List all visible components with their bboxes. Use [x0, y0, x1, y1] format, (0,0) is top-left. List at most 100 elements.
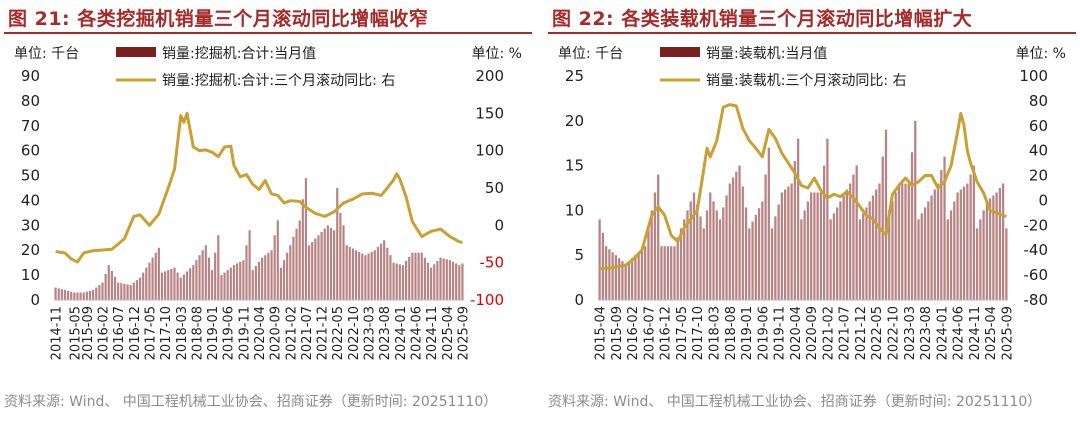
volume-bar — [239, 261, 242, 300]
volume-bar — [314, 238, 317, 300]
volume-bar — [998, 188, 1002, 300]
volume-bar — [940, 170, 943, 300]
x-tick-label: 2021-12 — [316, 306, 331, 360]
volume-bar — [398, 264, 401, 300]
y-right-tick-label: -20 — [1024, 216, 1049, 234]
volume-bar — [897, 183, 901, 300]
unit-right-label: 单位: % — [472, 46, 522, 62]
x-tick-label: 2020-09 — [269, 306, 284, 360]
volume-bar — [871, 195, 875, 300]
volume-bar — [868, 201, 871, 300]
volume-bar — [373, 250, 376, 300]
x-tick-label: 2019-11 — [773, 306, 788, 360]
volume-bar — [598, 219, 601, 300]
volume-bar — [881, 156, 884, 300]
volume-bar — [696, 204, 699, 300]
volume-bar — [618, 258, 621, 300]
volume-bar — [748, 228, 751, 300]
volume-bar — [644, 246, 647, 300]
volume-bar — [73, 292, 76, 300]
volume-bar — [839, 201, 842, 300]
x-tick-label: 2022-05 — [870, 306, 885, 360]
volume-bar — [992, 195, 995, 300]
y-left-tick-label: 10 — [21, 266, 40, 284]
volume-bar — [692, 192, 696, 300]
volume-bar — [279, 267, 283, 300]
volume-bar — [816, 192, 819, 300]
volume-bar — [101, 282, 104, 300]
volume-bar — [894, 192, 897, 300]
volume-bar — [806, 201, 810, 300]
figure-22-source: 资料来源: Wind、 中国工程机械工业协会、招商证券（更新时间: 202511… — [548, 394, 1042, 410]
x-tick-label: 2020-09 — [805, 306, 820, 360]
volume-bar — [640, 249, 644, 300]
volume-bar — [923, 207, 927, 300]
y-right-tick-label: 0 — [1038, 191, 1048, 209]
volume-bar — [301, 199, 304, 300]
volume-bar — [426, 262, 430, 300]
volume-bar — [220, 275, 223, 300]
volume-bar — [148, 262, 151, 300]
volume-bar — [735, 171, 738, 300]
x-tick-label: 2020-04 — [789, 306, 804, 360]
volume-bar — [214, 252, 217, 300]
figure-22-title-rule — [548, 32, 1076, 34]
volume-bar — [257, 261, 261, 300]
volume-bar — [709, 192, 712, 300]
x-tick-label: 2015-09 — [610, 306, 625, 360]
y-left-tick-label: 90 — [21, 67, 40, 85]
volume-bar — [962, 186, 966, 300]
y-right-tick-label: 100 — [1019, 67, 1048, 85]
volume-bar — [461, 263, 464, 300]
volume-bar — [57, 288, 60, 300]
volume-bar — [195, 260, 198, 300]
volume-bar — [933, 189, 936, 300]
y-left-tick-label: 40 — [21, 191, 40, 209]
volume-bar — [138, 277, 142, 300]
x-tick-label: 2023-03 — [903, 306, 918, 360]
y-left-tick-label: 25 — [565, 67, 584, 85]
volume-bar — [173, 267, 176, 300]
x-tick-label: 2019-06 — [756, 306, 771, 360]
yoy-line — [599, 103, 1007, 271]
x-tick-label: 2023-03 — [363, 306, 378, 360]
volume-bar — [767, 147, 770, 300]
x-tick-label: 2019-01 — [740, 306, 755, 360]
volume-bar — [157, 247, 160, 300]
volume-bar — [414, 252, 417, 300]
volume-bar — [251, 270, 254, 300]
volume-bar — [442, 258, 445, 300]
volume-bar — [226, 270, 229, 300]
x-tick-label: 2017-05 — [143, 306, 158, 360]
volume-bar — [286, 252, 289, 300]
volume-bar — [54, 287, 57, 300]
volume-bar — [819, 192, 823, 300]
volume-bar — [901, 183, 904, 300]
volume-bar — [813, 192, 816, 300]
volume-bar — [891, 201, 894, 300]
x-tick-label: 2016-02 — [97, 306, 112, 360]
volume-bar — [98, 285, 101, 300]
y-right-tick-label: 0 — [494, 216, 504, 234]
volume-bar — [975, 228, 979, 300]
volume-bar — [718, 219, 722, 300]
legend-bar-swatch — [660, 47, 700, 57]
y-right-tick-label: -50 — [480, 254, 505, 272]
volume-bar — [764, 174, 767, 300]
volume-bar — [741, 186, 744, 300]
volume-bar — [189, 268, 192, 300]
x-tick-label: 2021-07 — [838, 306, 853, 360]
x-tick-label: 2024-06 — [952, 306, 967, 360]
volume-bar — [135, 280, 139, 300]
volume-bar — [273, 235, 276, 300]
x-tick-label: 2019-11 — [237, 306, 252, 360]
volume-bar — [761, 201, 764, 300]
volume-bar — [455, 263, 458, 300]
x-tick-label: 2020-04 — [253, 306, 268, 360]
x-tick-label: 2019-01 — [206, 306, 221, 360]
volume-bar — [757, 208, 761, 300]
y-left-tick-label: 60 — [21, 142, 40, 160]
volume-bar — [910, 152, 914, 300]
volume-bar — [865, 207, 868, 300]
